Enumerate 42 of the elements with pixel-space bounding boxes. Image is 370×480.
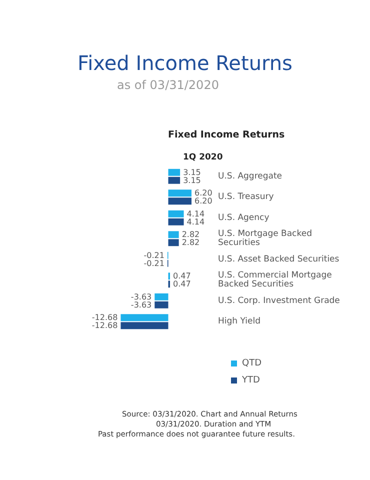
data-label: -0.21 — [144, 250, 164, 260]
data-label: -12.68 — [92, 313, 118, 322]
y-tick-label: U.S. Mortgage Backed Securities — [218, 229, 315, 248]
y-tick-label: U.S. Commercial Mortgage Backed Securities — [218, 270, 335, 290]
bar — [168, 210, 184, 218]
legend-label: QTD — [242, 358, 262, 368]
bar — [168, 168, 180, 176]
y-tick-label: U.S. Treasury — [218, 192, 274, 202]
data-label: 3.15 — [183, 176, 201, 185]
data-label: 3.15 — [183, 168, 201, 177]
data-label: 0.47 — [173, 272, 191, 281]
data-label: 6.20 — [194, 188, 212, 198]
data-label: 6.20 — [194, 196, 212, 206]
bar — [120, 314, 168, 322]
data-label: -3.63 — [130, 300, 152, 310]
bar — [168, 218, 184, 226]
y-tick-label: U.S. Agency — [218, 212, 270, 223]
bar — [168, 190, 192, 197]
data-label: 0.47 — [173, 280, 191, 289]
text: Fixed Income Returns — [78, 51, 292, 75]
y-tick-label: U.S. Aggregate — [218, 171, 282, 182]
bar — [168, 198, 192, 205]
data-label: 2.82 — [182, 230, 200, 240]
data-label: 2.82 — [182, 238, 200, 248]
data-label: -12.68 — [92, 321, 118, 330]
bar — [168, 231, 179, 238]
legend-label: YTD — [241, 376, 260, 386]
y-tick-label: U.S. Asset Backed Securities — [218, 254, 340, 264]
chart-subtitle: as of 03/31/2020 — [117, 78, 219, 92]
data-label: -3.63 — [130, 292, 152, 302]
bar — [168, 176, 180, 184]
y-tick-label: High Yield — [218, 316, 260, 327]
bar — [154, 301, 168, 308]
bar — [168, 239, 179, 246]
data-label: -0.21 — [144, 258, 164, 268]
text: Fixed Income Returns — [168, 130, 286, 140]
data-label: 4.14 — [186, 217, 205, 226]
text: 1Q 2020 — [183, 152, 223, 162]
bar — [154, 293, 168, 300]
y-tick-label: U.S. Corp. Investment Grade — [218, 296, 340, 306]
bar — [120, 322, 168, 330]
data-label: 4.14 — [186, 209, 205, 218]
